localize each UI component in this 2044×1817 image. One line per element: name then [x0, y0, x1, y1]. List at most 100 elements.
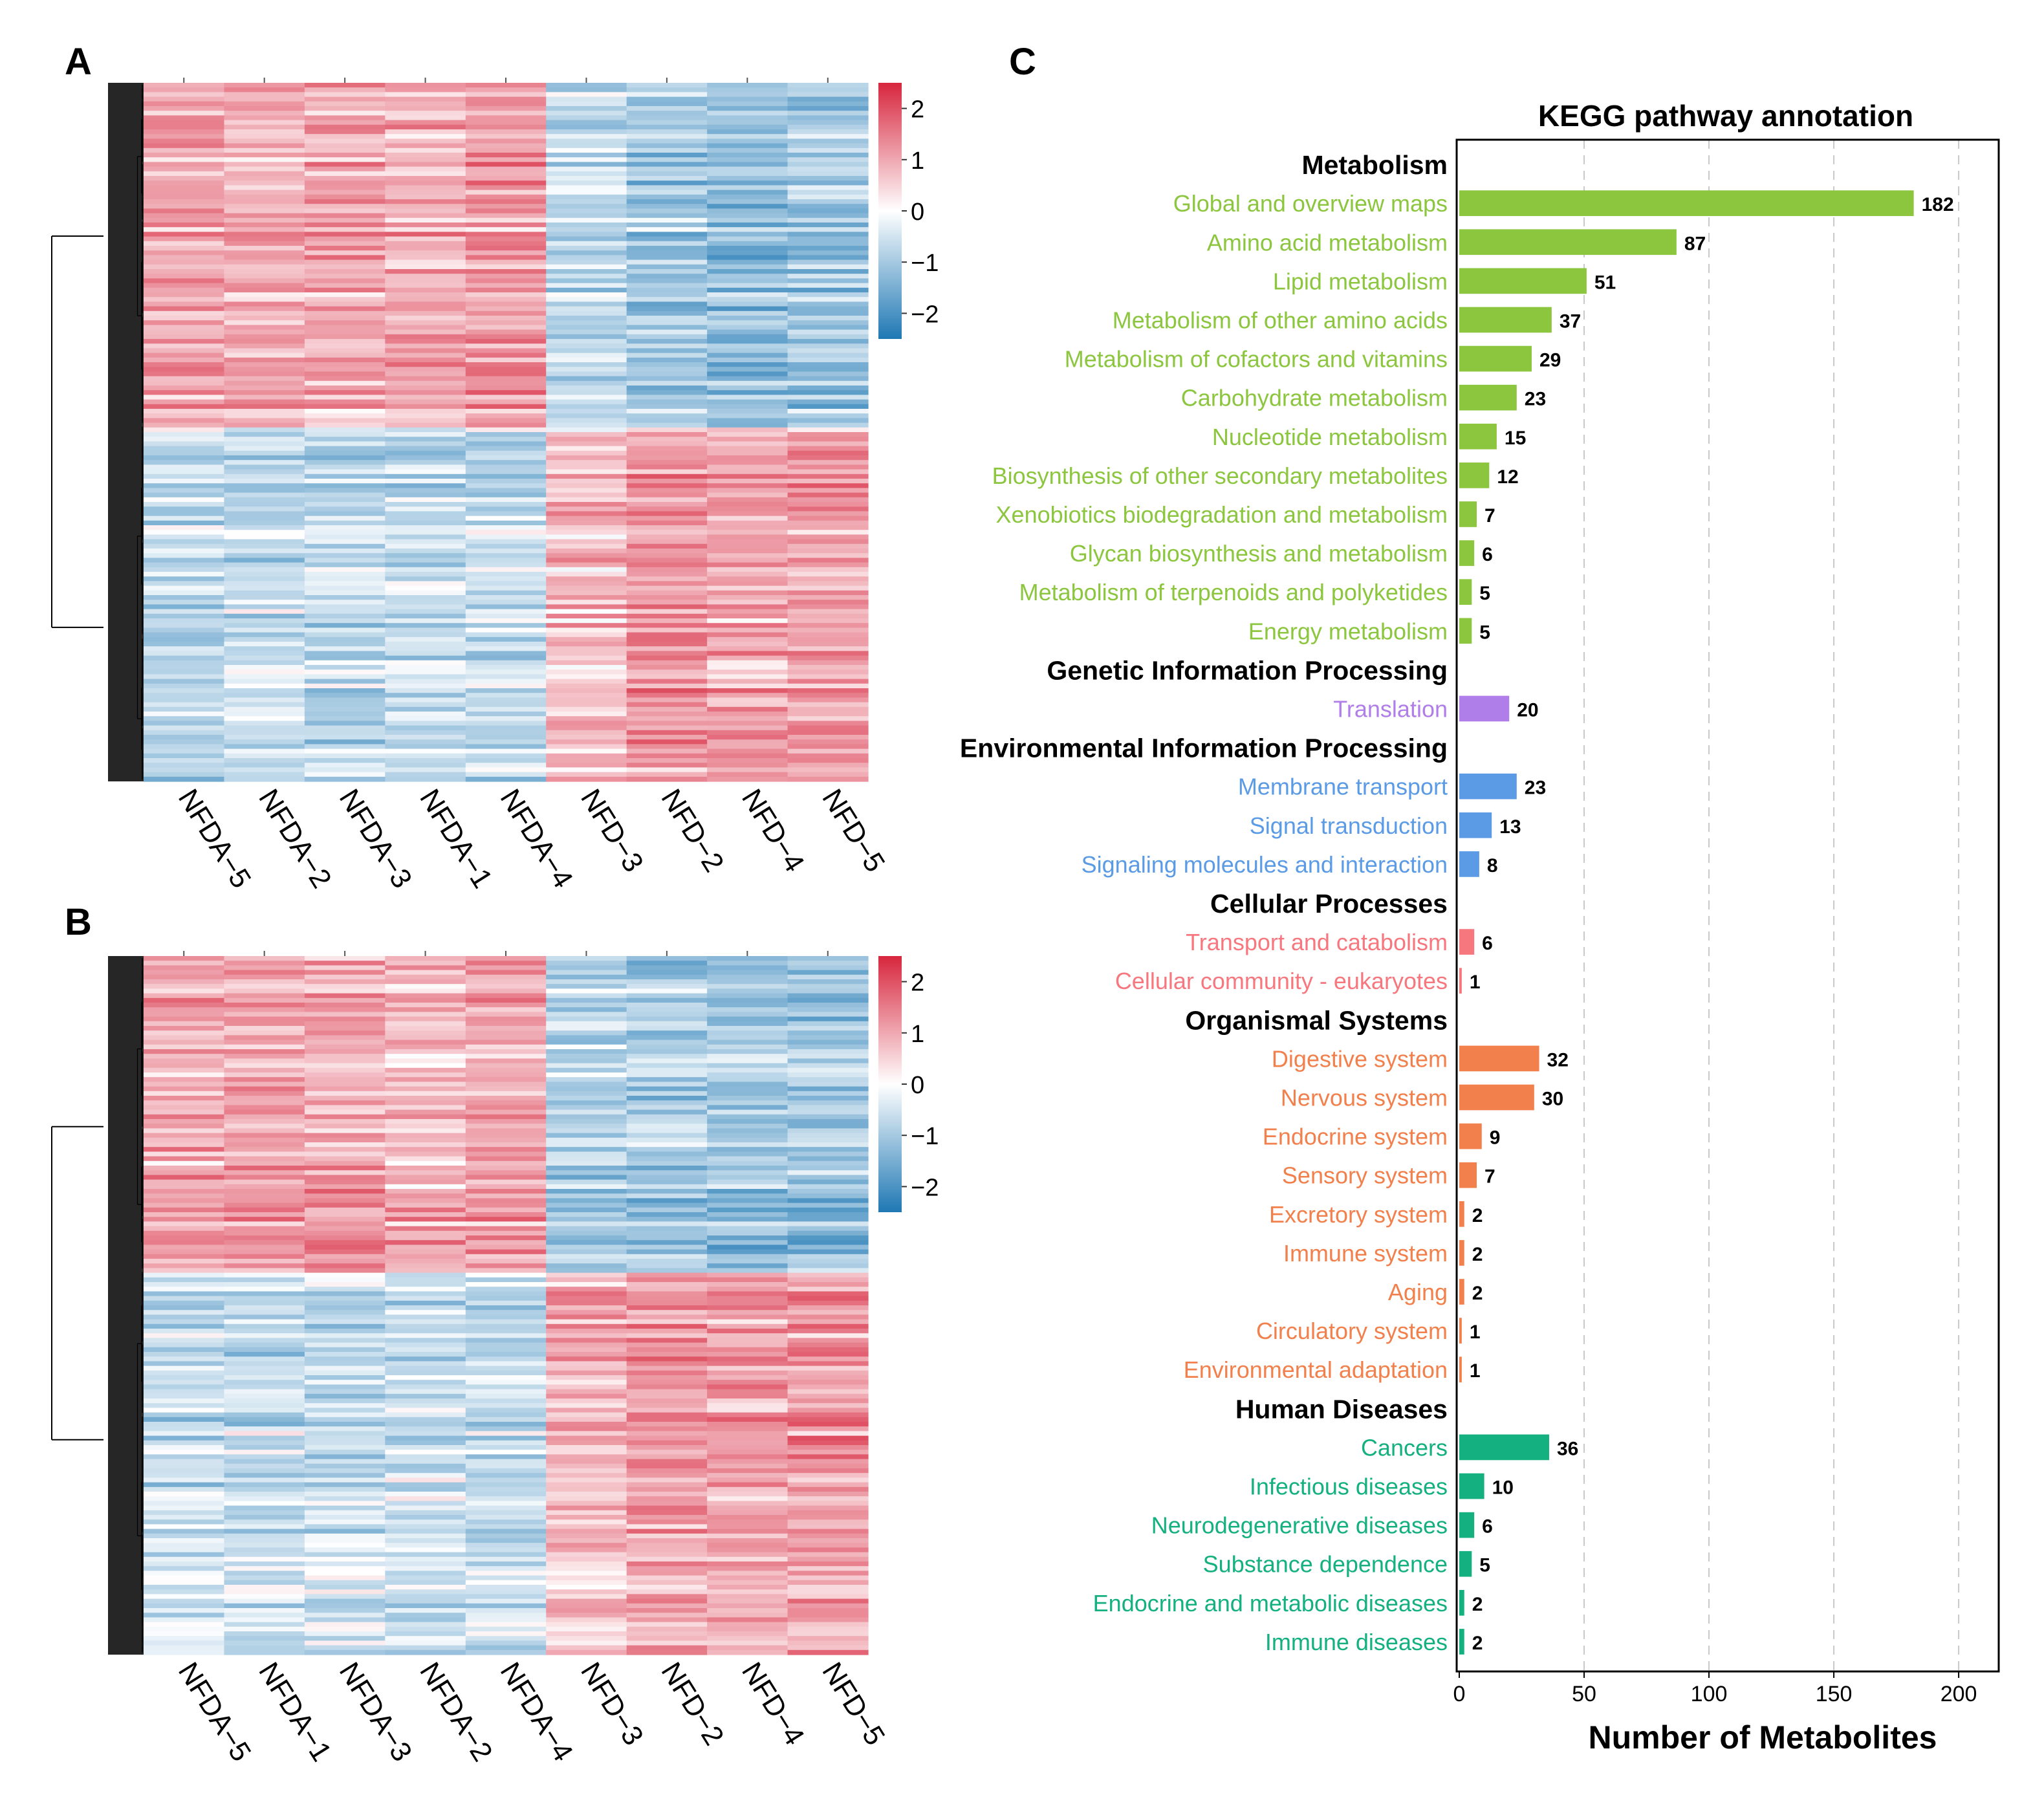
heatmap-cell	[385, 1482, 466, 1488]
heatmap-cell	[385, 1077, 466, 1082]
heatmap-cell	[224, 1412, 305, 1418]
heatmap-cell	[304, 1505, 386, 1511]
heatmap-cell	[707, 1277, 788, 1283]
heatmap-cell	[385, 1459, 466, 1464]
heatmap-cell	[385, 530, 466, 535]
heatmap-cell	[546, 1450, 627, 1455]
heatmap-cell	[546, 1054, 627, 1059]
heatmap-cell	[144, 464, 225, 470]
heatmap-cell	[626, 1063, 708, 1069]
heatmap-cell	[224, 984, 305, 989]
heatmap-cell	[626, 1142, 708, 1148]
heatmap-cell	[787, 679, 869, 684]
heatmap-cell	[546, 655, 627, 661]
heatmap-cell	[304, 1077, 386, 1082]
heatmap-cell	[385, 1356, 466, 1362]
heatmap-cell	[304, 1598, 386, 1604]
colorbar-tick-label: −2	[911, 1174, 939, 1201]
heatmap-cell	[224, 997, 305, 1003]
heatmap-cell	[787, 1160, 869, 1166]
heatmap-cell	[304, 1091, 386, 1096]
heatmap-cell	[304, 353, 386, 358]
heatmap-cell	[626, 101, 708, 107]
heatmap-cell	[707, 166, 788, 172]
heatmap-cell	[787, 399, 869, 405]
heatmap-cell	[626, 534, 708, 540]
heatmap-cell	[626, 562, 708, 568]
heatmap-cell	[144, 1645, 225, 1651]
heatmap-cell	[707, 730, 788, 735]
heatmap-cell	[304, 1026, 386, 1031]
heatmap-cell	[144, 1193, 225, 1199]
heatmap-cell	[787, 1300, 869, 1306]
heatmap-cell	[224, 553, 305, 558]
heatmap-cell	[224, 525, 305, 530]
heatmap-cell	[626, 744, 708, 750]
heatmap-cell	[707, 1435, 788, 1441]
heatmap-cell	[224, 1319, 305, 1325]
heatmap-cell	[626, 511, 708, 517]
heatmap-cell	[707, 613, 788, 619]
heatmap-cell	[465, 87, 547, 92]
heatmap-cell	[707, 572, 788, 577]
heatmap-cell	[626, 567, 708, 572]
heatmap-cell	[144, 758, 225, 763]
heatmap-cell	[144, 348, 225, 354]
heatmap-cell	[707, 427, 788, 433]
heatmap-cell	[465, 1114, 547, 1120]
heatmap-cell	[385, 115, 466, 121]
heatmap-cell	[465, 1486, 547, 1492]
heatmap-cell	[304, 1613, 386, 1618]
heatmap-cell	[224, 1631, 305, 1637]
heatmap-cell	[787, 246, 869, 251]
heatmap-cell	[224, 1133, 305, 1138]
heatmap-cell	[224, 1160, 305, 1166]
heatmap-cell	[787, 334, 869, 340]
heatmap-cell	[304, 1496, 386, 1501]
category-label: Substance dependence	[1203, 1551, 1448, 1578]
heatmap-cell	[224, 1310, 305, 1315]
heatmap-cell	[465, 1468, 547, 1474]
heatmap-cell	[385, 427, 466, 433]
heatmap-cell	[626, 1393, 708, 1399]
heatmap-cell	[707, 1114, 788, 1120]
heatmap-cell	[546, 688, 627, 693]
heatmap-cell	[546, 1468, 627, 1474]
heatmap-cell	[546, 1249, 627, 1255]
heatmap-cell	[224, 1007, 305, 1012]
heatmap-cell	[304, 688, 386, 693]
heatmap-cell	[787, 1030, 869, 1036]
heatmap-cell	[144, 706, 225, 712]
heatmap-cell	[787, 1384, 869, 1390]
category-label: Glycan biosynthesis and metabolism	[1070, 540, 1448, 567]
heatmap-cell	[546, 1556, 627, 1562]
heatmap-cell	[385, 1431, 466, 1437]
heatmap-cell	[304, 549, 386, 554]
heatmap-cell	[465, 520, 547, 526]
heatmap-cell	[465, 1463, 547, 1469]
heatmap-cell	[707, 301, 788, 307]
heatmap-cell	[546, 1305, 627, 1311]
colorbar-a: 210−1−2	[878, 83, 939, 339]
heatmap-cell	[465, 1552, 547, 1558]
heatmap-cell	[787, 96, 869, 102]
category-label: Neurodegenerative diseases	[1151, 1512, 1448, 1539]
heatmap-cell	[385, 595, 466, 600]
heatmap-cell	[385, 1221, 466, 1227]
heatmap-cell	[465, 194, 547, 200]
heatmap-cell	[304, 1645, 386, 1651]
heatmap-cell	[787, 1473, 869, 1478]
heatmap-cell	[787, 974, 869, 980]
heatmap-cell	[465, 1492, 547, 1497]
heatmap-cell	[626, 232, 708, 237]
heatmap-cell	[626, 1039, 708, 1045]
heatmap-cell	[707, 1156, 788, 1162]
heatmap-cell	[546, 120, 627, 125]
heatmap-cell	[787, 530, 869, 535]
heatmap-cell	[707, 367, 788, 372]
heatmap-cell	[224, 1198, 305, 1204]
heatmap-cell	[144, 539, 225, 545]
heatmap-cell	[465, 1086, 547, 1092]
heatmap-cell	[144, 1300, 225, 1306]
bar	[1459, 1590, 1464, 1616]
